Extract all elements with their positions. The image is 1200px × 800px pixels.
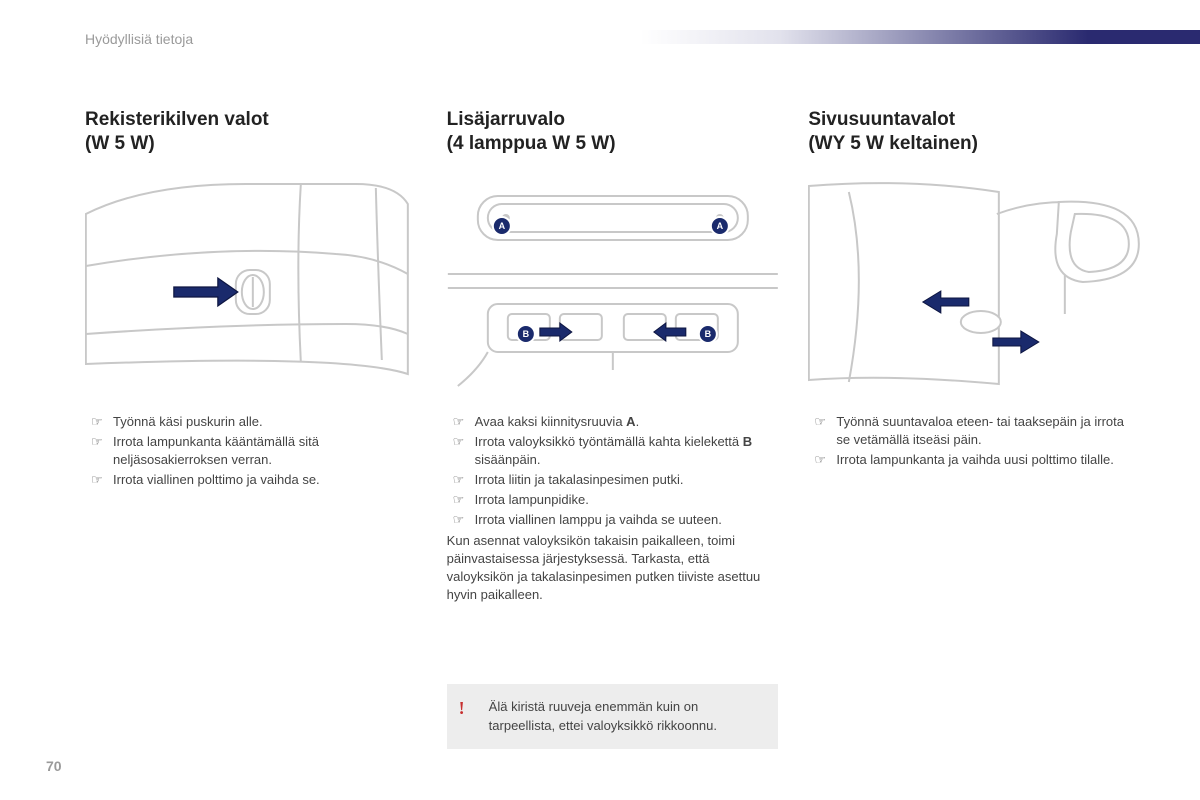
- content-columns: Rekisterikilven valot(W 5 W): [85, 108, 1140, 749]
- marker-a-right: A: [711, 217, 729, 235]
- col2-steps: Avaa kaksi kiinnitysruuvia A. Irrota val…: [447, 413, 779, 530]
- column-brake-light: Lisäjarruvalo(4 lamppua W 5 W): [447, 108, 779, 749]
- step-text: Irrota valoyksikkö työntämällä kahta kie…: [475, 434, 752, 467]
- col3-steps: Työnnä suuntavaloa eteen- tai taaksepäin…: [808, 413, 1140, 470]
- manual-page: Hyödyllisiä tietoja Rekisterikilven valo…: [0, 0, 1200, 800]
- list-item: Irrota lampunkanta kääntämällä sitä nelj…: [85, 433, 417, 469]
- column-side-repeater: Sivusuuntavalot(WY 5 W keltainen): [808, 108, 1140, 749]
- warning-icon: !: [459, 696, 465, 721]
- illus-brake-light: A A B B: [447, 174, 779, 394]
- column-license-plate: Rekisterikilven valot(W 5 W): [85, 108, 417, 749]
- list-item: Avaa kaksi kiinnitysruuvia A.: [447, 413, 779, 431]
- list-item: Irrota viallinen polttimo ja vaihda se.: [85, 471, 417, 489]
- page-number: 70: [46, 758, 62, 774]
- list-item: Irrota valoyksikkö työntämällä kahta kie…: [447, 433, 779, 469]
- svg-text:B: B: [704, 329, 711, 339]
- section-label: Hyödyllisiä tietoja: [85, 31, 193, 47]
- list-item: Irrota lampunpidike.: [447, 491, 779, 509]
- marker-b-right: B: [699, 325, 717, 343]
- marker-a-left: A: [493, 217, 511, 235]
- col2-title: Lisäjarruvalo(4 lamppua W 5 W): [447, 108, 779, 156]
- col1-title: Rekisterikilven valot(W 5 W): [85, 108, 417, 156]
- marker-b-left: B: [517, 325, 535, 343]
- col3-title-text: Sivusuuntavalot(WY 5 W keltainen): [808, 109, 978, 154]
- list-item: Työnnä suuntavaloa eteen- tai taaksepäin…: [808, 413, 1140, 449]
- header-accent-bar: [640, 30, 1200, 44]
- svg-text:A: A: [716, 221, 723, 231]
- col1-steps: Työnnä käsi puskurin alle. Irrota lampun…: [85, 413, 417, 490]
- svg-text:B: B: [522, 329, 529, 339]
- list-item: Irrota viallinen lamppu ja vaihda se uut…: [447, 511, 779, 529]
- illus-side-repeater: [808, 174, 1140, 394]
- warning-box: ! Älä kiristä ruuveja enemmän kuin on ta…: [447, 684, 779, 748]
- warning-text: Älä kiristä ruuveja enemmän kuin on tarp…: [463, 698, 763, 734]
- col2-follow-text: Kun asennat valoyksikön takaisin paikall…: [447, 532, 779, 605]
- step-text: Avaa kaksi kiinnitysruuvia A.: [475, 414, 640, 429]
- svg-text:A: A: [498, 221, 505, 231]
- col3-title: Sivusuuntavalot(WY 5 W keltainen): [808, 108, 1140, 156]
- col2-title-text: Lisäjarruvalo(4 lamppua W 5 W): [447, 109, 616, 154]
- illus-license-plate: [85, 174, 417, 394]
- list-item: Työnnä käsi puskurin alle.: [85, 413, 417, 431]
- list-item: Irrota lampunkanta ja vaihda uusi poltti…: [808, 451, 1140, 469]
- col1-title-text: Rekisterikilven valot(W 5 W): [85, 109, 269, 154]
- list-item: Irrota liitin ja takalasinpesimen putki.: [447, 471, 779, 489]
